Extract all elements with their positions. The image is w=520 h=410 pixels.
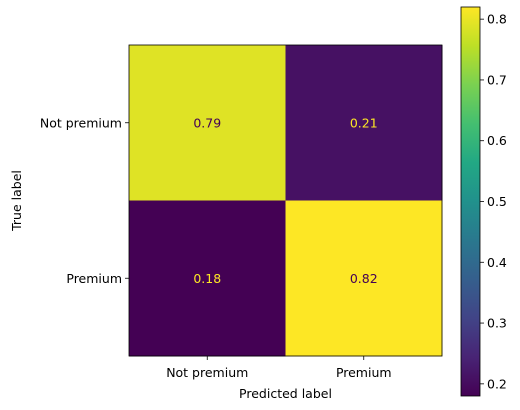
colorbar-gradient: [461, 7, 480, 396]
x-axis-label: Predicted label: [239, 386, 332, 401]
colorbar: 0.2 0.3 0.4 0.5 0.6 0.7 0.8: [460, 6, 507, 397]
colorbar-tick-label: 0.2: [487, 376, 507, 391]
colorbar-tick-label: 0.4: [487, 255, 507, 270]
cell-value-label: 0.82: [350, 271, 378, 286]
colorbar-tick-label: 0.3: [487, 316, 507, 331]
colorbar-tick-label: 0.6: [487, 133, 507, 148]
cell-value-label: 0.21: [350, 115, 378, 130]
y-axis-label: True label: [9, 170, 24, 232]
heatmap-cell: [285, 200, 443, 357]
y-tick-label: Not premium: [40, 115, 122, 130]
colorbar-tick-label: 0.8: [487, 12, 507, 27]
y-tick-label: Premium: [66, 271, 122, 286]
heatmap-cell: [129, 45, 286, 201]
heatmap-cells: [129, 45, 443, 357]
x-tick-label: Not premium: [166, 365, 248, 380]
colorbar-ticks: 0.2 0.3 0.4 0.5 0.6 0.7 0.8: [480, 12, 507, 391]
cell-value-label: 0.79: [193, 115, 221, 130]
colorbar-tick-label: 0.5: [487, 194, 507, 209]
heatmap-cell: [285, 45, 443, 201]
x-tick-label: Premium: [336, 365, 392, 380]
plot-frame: [128, 44, 443, 357]
y-axis-ticks: Not premium Premium: [40, 115, 129, 286]
x-axis-ticks: Not premium Premium: [166, 356, 392, 380]
cell-value-label: 0.18: [193, 271, 221, 286]
cell-value-labels: 0.79 0.21 0.18 0.82: [193, 115, 377, 286]
heatmap-cell: [129, 200, 286, 357]
colorbar-tick-label: 0.7: [487, 72, 507, 87]
